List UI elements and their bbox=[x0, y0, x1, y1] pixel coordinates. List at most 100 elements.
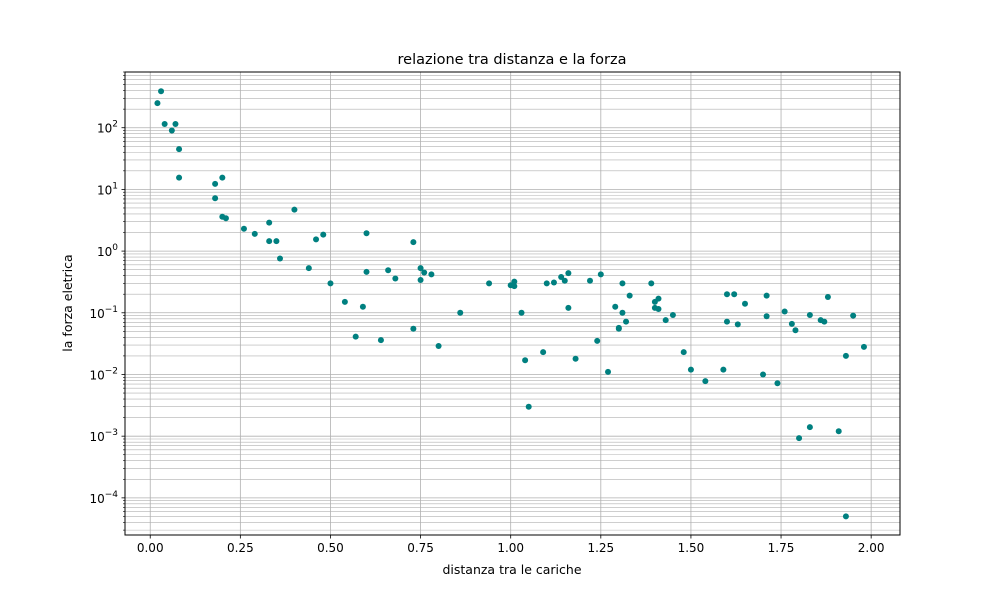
data-point bbox=[842, 352, 849, 359]
data-point bbox=[410, 239, 417, 246]
data-point bbox=[417, 276, 424, 283]
y-axis-label: la forza eletrica bbox=[60, 254, 75, 351]
data-point bbox=[154, 100, 161, 107]
x-tick-label: 0.50 bbox=[317, 541, 344, 555]
data-point bbox=[359, 303, 366, 310]
y-tick-label: 10−4 bbox=[89, 490, 118, 506]
x-tick-label: 1.00 bbox=[497, 541, 524, 555]
data-point bbox=[518, 309, 525, 316]
data-point bbox=[172, 120, 179, 127]
data-point bbox=[277, 255, 283, 262]
data-point bbox=[558, 274, 565, 281]
data-point bbox=[687, 366, 694, 373]
data-point bbox=[619, 309, 626, 316]
data-point bbox=[792, 327, 799, 334]
data-point bbox=[565, 270, 572, 277]
data-points bbox=[154, 88, 867, 520]
data-point bbox=[525, 403, 532, 410]
data-point bbox=[734, 321, 741, 328]
data-point bbox=[543, 280, 550, 287]
data-point bbox=[421, 269, 428, 276]
data-point bbox=[561, 277, 568, 284]
data-point bbox=[222, 215, 229, 222]
data-point bbox=[511, 278, 518, 285]
data-point bbox=[540, 349, 547, 356]
data-point bbox=[417, 265, 424, 272]
data-point bbox=[796, 435, 803, 442]
x-tick-label: 0.00 bbox=[137, 541, 164, 555]
data-point bbox=[240, 225, 247, 232]
data-point bbox=[363, 268, 370, 275]
data-point bbox=[251, 230, 258, 237]
grid bbox=[125, 71, 900, 535]
data-point bbox=[720, 366, 727, 373]
data-point bbox=[655, 306, 662, 313]
data-point bbox=[731, 291, 738, 298]
data-point bbox=[212, 195, 219, 202]
data-point bbox=[824, 294, 831, 301]
y-tick-label: 101 bbox=[97, 181, 118, 197]
data-point bbox=[273, 238, 280, 245]
data-point bbox=[619, 280, 626, 287]
data-point bbox=[662, 317, 669, 324]
data-point bbox=[623, 318, 630, 325]
data-point bbox=[327, 280, 334, 287]
y-tick-label: 10−1 bbox=[89, 305, 118, 321]
data-point bbox=[850, 312, 857, 319]
data-point bbox=[723, 318, 730, 325]
data-point bbox=[669, 312, 676, 319]
data-point bbox=[605, 368, 612, 375]
data-point bbox=[320, 231, 327, 238]
data-point bbox=[572, 355, 579, 362]
data-point bbox=[597, 271, 604, 278]
data-point bbox=[763, 313, 770, 320]
data-point bbox=[522, 357, 529, 364]
data-point bbox=[313, 236, 320, 243]
data-point bbox=[842, 513, 849, 520]
y-tick-label: 10−2 bbox=[89, 366, 118, 382]
y-tick-label: 10−3 bbox=[89, 428, 118, 444]
data-point bbox=[457, 309, 464, 316]
data-point bbox=[158, 88, 165, 95]
x-tick-label: 0.25 bbox=[227, 541, 254, 555]
data-point bbox=[587, 277, 593, 284]
data-point bbox=[860, 343, 867, 350]
plot-frame bbox=[124, 71, 901, 536]
axis-ticks: 0.00 0.25 0.50 0.75 1.00 1.25 1.50 1.75 2.00 10−4… bbox=[89, 71, 885, 555]
data-point bbox=[291, 206, 298, 213]
x-axis-label: distanza tra le cariche bbox=[442, 562, 581, 577]
data-point bbox=[168, 127, 175, 134]
data-point bbox=[742, 300, 748, 307]
data-point bbox=[648, 280, 655, 287]
data-point bbox=[486, 280, 493, 287]
x-tick-label: 1.75 bbox=[768, 541, 795, 555]
y-tick-label: 100 bbox=[97, 243, 118, 259]
data-point bbox=[612, 303, 619, 310]
data-point bbox=[594, 337, 601, 344]
x-tick-label: 1.50 bbox=[678, 541, 705, 555]
y-tick-label: 102 bbox=[97, 120, 118, 136]
data-point bbox=[176, 174, 183, 181]
data-point bbox=[774, 380, 781, 387]
data-point bbox=[821, 318, 828, 325]
data-point bbox=[352, 333, 359, 340]
data-point bbox=[615, 324, 622, 331]
data-point bbox=[781, 308, 788, 315]
data-point bbox=[763, 292, 770, 299]
data-point bbox=[341, 298, 348, 305]
data-point bbox=[702, 378, 709, 385]
data-point bbox=[835, 428, 842, 435]
data-point bbox=[219, 174, 226, 181]
data-point bbox=[212, 180, 219, 187]
data-point bbox=[806, 312, 813, 319]
data-point bbox=[435, 342, 442, 349]
data-point bbox=[392, 275, 399, 282]
data-point bbox=[305, 265, 312, 272]
data-point bbox=[550, 279, 557, 286]
data-point bbox=[760, 371, 767, 378]
data-point bbox=[428, 271, 435, 278]
data-point bbox=[363, 230, 370, 237]
data-point bbox=[176, 146, 183, 153]
